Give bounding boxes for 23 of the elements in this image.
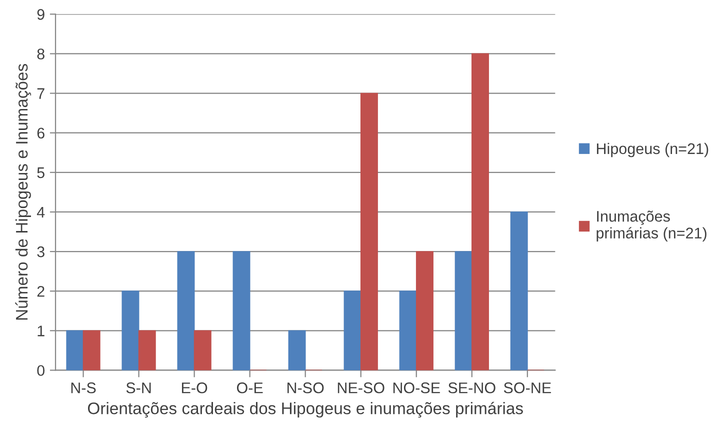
x-tick-label: E-O xyxy=(182,382,208,394)
legend-label: Hipogeus (n=21) xyxy=(596,142,708,158)
x-tick-label: SE-NO xyxy=(448,382,496,394)
y-tick-label: 8 xyxy=(37,48,44,60)
x-axis-title: Orientações cardeais dos Hipogeus e inumações primárias xyxy=(88,402,523,418)
y-tick-label: 4 xyxy=(36,207,45,218)
x-tick-label: NE-SO xyxy=(338,382,384,394)
y-tick-label: 2 xyxy=(37,286,44,297)
y-tick-label: 0 xyxy=(37,365,45,376)
y-tick-label: 1 xyxy=(38,326,44,336)
x-tick-label: SO-NE xyxy=(504,382,551,394)
legend-label: Inumações primárias (n=21) xyxy=(596,210,706,242)
x-tick-label: N-S xyxy=(71,382,96,394)
y-tick-label: 9 xyxy=(37,9,44,20)
x-tick-label: N-SO xyxy=(288,382,324,394)
x-tick-label: NO-SE xyxy=(393,382,440,394)
x-tick-label: O-E xyxy=(236,382,263,394)
x-tick-label: S-N xyxy=(126,382,151,394)
y-tick-label: 5 xyxy=(37,167,44,178)
y-tick-label: 3 xyxy=(37,246,44,258)
y-axis-title: Número de Hipogeus e Inumações xyxy=(15,64,32,320)
y-tick-label: 7 xyxy=(37,88,44,99)
y-tick-label: 6 xyxy=(37,128,44,139)
